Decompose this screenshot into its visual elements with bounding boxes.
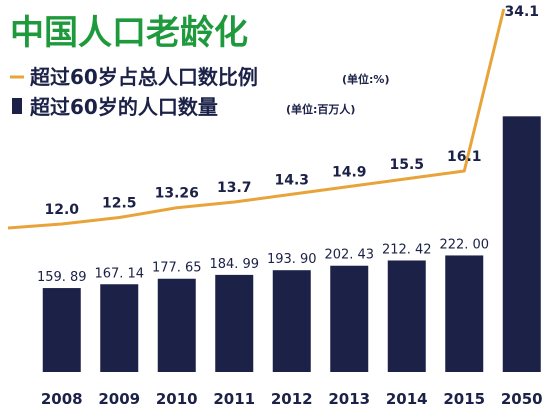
ratio-value-label-2012: 14.3 [274,172,309,188]
ratio-labels: 12.0 12.5 13.26 13.7 14.3 14.9 15.5 16.1 34.1 [44,4,539,218]
bar-value-label-2008: 159. 89 [37,270,87,285]
bar-2015 [445,255,484,372]
ratio-line [7,8,506,230]
x-tick-2014: 2014 [386,390,428,408]
bar-2050 [502,116,541,372]
x-tick-2008: 2008 [41,390,83,408]
x-tick-2010: 2010 [156,390,198,408]
x-tick-2011: 2011 [213,390,255,408]
bar-value-label-2015: 222. 00 [439,237,489,252]
bar-2014 [387,260,426,372]
bar-2011 [215,274,254,372]
ratio-value-label-2014: 15.5 [389,157,424,173]
bar-value-label-2014: 212. 42 [382,242,432,257]
bar-value-label-2012: 193. 90 [267,252,317,267]
bar-labels: 159. 89 167. 14 177. 65 184. 99 193. 90 202. … [37,237,489,285]
x-tick-2015: 2015 [443,390,485,408]
bar-2012 [272,270,311,372]
ratio-value-label-2009: 12.5 [102,196,137,212]
legend: 超过60岁占总人口数比例 (单位:%) 超过60岁的人口数量 (单位:百万人) [10,65,389,119]
bar-2010 [157,278,196,372]
bar-value-label-2011: 184. 99 [209,257,259,272]
bar-value-label-2009: 167. 14 [94,266,144,281]
bar-2008 [42,288,81,372]
legend-bar-label: 超过60岁的人口数量 [29,95,218,119]
bars [42,116,541,372]
chart-title: 中国人口老龄化 [10,13,248,53]
ratio-value-label-2013: 14.9 [332,165,367,181]
bar-2009 [100,284,139,372]
ratio-value-label-2011: 13.7 [217,180,252,196]
ratio-value-label-2015: 16.1 [447,149,482,165]
legend-line-unit: (单位:%) [342,72,389,86]
x-axis-ticks: 2008 2009 2010 2011 2012 2013 2014 2015 2050 [41,390,543,408]
bar-value-label-2010: 177. 65 [152,261,202,276]
legend-bar-marker [12,98,22,114]
x-tick-2009: 2009 [98,390,140,408]
x-tick-2012: 2012 [271,390,313,408]
legend-bar-unit: (单位:百万人) [286,102,355,116]
ratio-value-label-2008: 12.0 [44,202,79,218]
bar-value-label-2013: 202. 43 [324,248,374,263]
x-tick-2013: 2013 [328,390,370,408]
legend-line-label: 超过60岁占总人口数比例 [29,65,258,89]
ratio-value-label-2050: 34.1 [504,4,539,20]
bar-2013 [330,265,369,372]
x-tick-2050: 2050 [501,390,543,408]
ratio-line-layer [7,8,506,230]
ratio-value-label-2010: 13.26 [155,186,199,202]
